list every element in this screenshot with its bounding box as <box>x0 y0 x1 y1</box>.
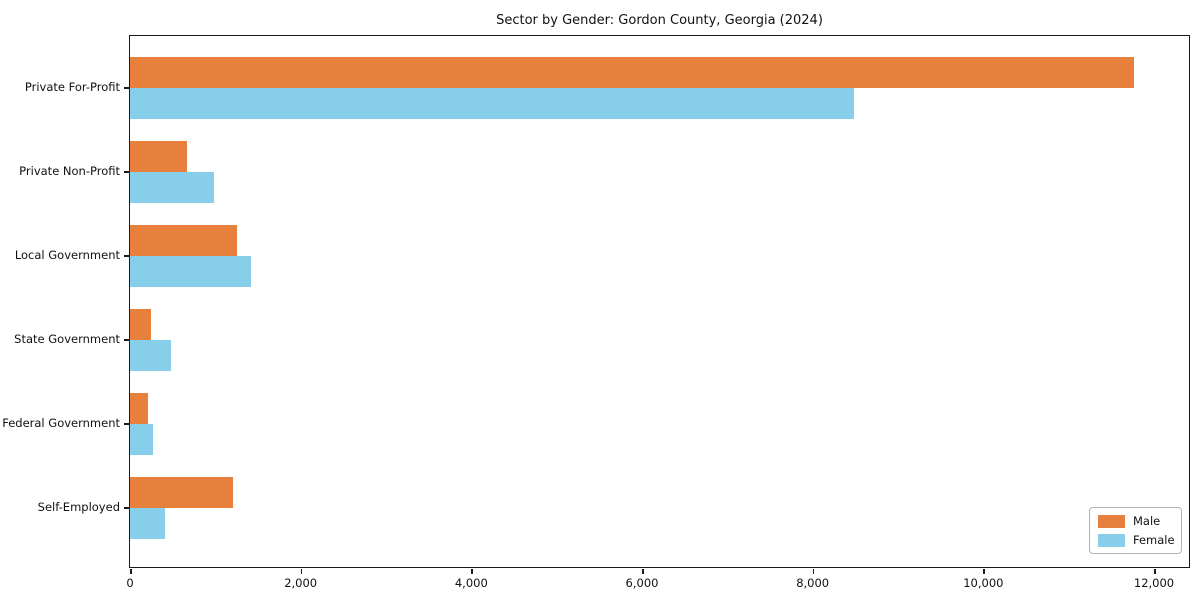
x-tick-mark <box>300 569 303 574</box>
x-tick-label: 10,000 <box>963 576 1004 590</box>
x-tick-label: 4,000 <box>454 576 488 590</box>
x-tick-label: 12,000 <box>1133 576 1175 590</box>
legend-swatch-female <box>1098 533 1125 547</box>
bar-male-state-government <box>130 309 151 340</box>
x-tick-label: 2,000 <box>284 576 318 590</box>
y-tick-label: Private Non-Profit <box>19 164 120 178</box>
y-tick-label: Federal Government <box>2 416 120 430</box>
y-tick-label: Private For-Profit <box>24 80 120 94</box>
x-tick-label: 6,000 <box>625 576 659 590</box>
bar-male-federal-government <box>130 393 148 424</box>
legend-row-female: Female <box>1090 533 1181 547</box>
x-tick-label: 0 <box>126 576 134 590</box>
bar-male-local-government <box>130 225 238 256</box>
y-tick-label: Local Government <box>14 248 120 262</box>
y-tick-mark <box>124 171 129 173</box>
x-tick-label: 8,000 <box>796 576 830 590</box>
bar-female-private-non-profit <box>130 172 215 203</box>
legend-label-female: Female <box>1133 533 1175 547</box>
bar-female-self-employed <box>130 508 165 539</box>
chart-title: Sector by Gender: Gordon County, Georgia… <box>496 13 823 28</box>
y-tick-mark <box>124 339 129 341</box>
bar-female-federal-government <box>130 424 154 455</box>
legend-label-male: Male <box>1133 514 1161 528</box>
x-tick-mark <box>1154 569 1156 574</box>
y-tick-mark <box>124 423 129 425</box>
bar-female-state-government <box>130 340 171 371</box>
legend: Male Female <box>1089 507 1182 554</box>
bar-male-private-non-profit <box>130 141 187 172</box>
legend-swatch-male <box>1098 514 1125 528</box>
y-tick-mark <box>124 255 129 257</box>
y-tick-label: Self-Employed <box>37 500 120 514</box>
x-tick-mark <box>812 569 815 574</box>
x-tick-mark <box>642 569 644 574</box>
bar-male-private-for-profit <box>130 57 1134 88</box>
bar-female-private-for-profit <box>130 88 855 119</box>
bar-female-local-government <box>130 256 252 287</box>
y-tick-label: State Government <box>14 332 120 346</box>
bar-male-self-employed <box>130 477 233 508</box>
x-tick-mark <box>130 569 132 574</box>
x-tick-mark <box>983 569 985 574</box>
x-tick-mark <box>471 569 473 574</box>
plot-area <box>129 35 1190 568</box>
legend-row-male: Male <box>1090 514 1181 528</box>
y-tick-mark <box>124 87 129 89</box>
y-tick-mark <box>124 507 129 509</box>
